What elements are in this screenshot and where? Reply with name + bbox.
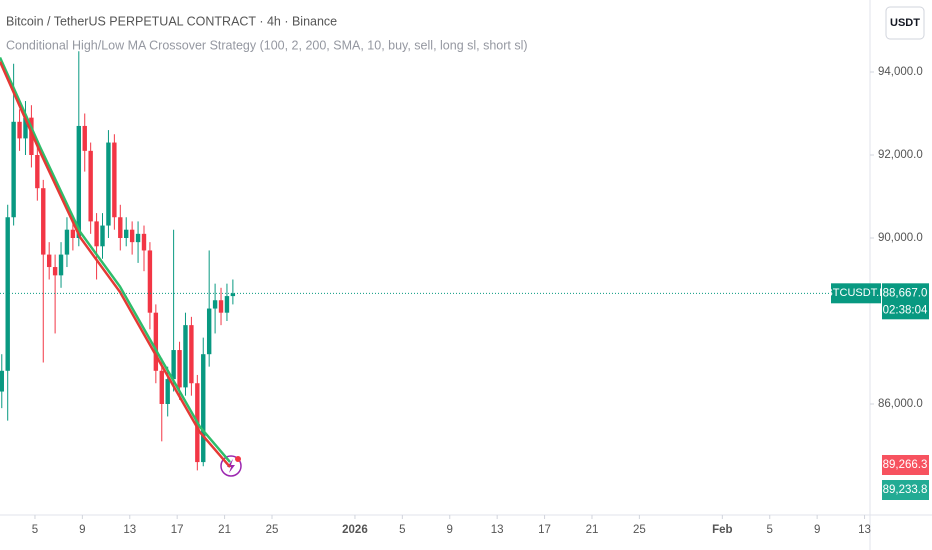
candle-body	[94, 221, 99, 247]
candle-body	[129, 229, 135, 243]
candle-body	[17, 121, 22, 139]
candle-body	[23, 117, 28, 139]
x-tick-label: 2026	[342, 524, 368, 536]
candle-body	[0, 370, 4, 392]
x-tick-label: 5	[767, 524, 773, 536]
candle-body	[35, 154, 40, 189]
candle-body	[64, 229, 70, 255]
candle-body	[106, 142, 111, 226]
ma-label: 89,266.3	[883, 459, 928, 471]
x-tick-label: 5	[32, 524, 38, 536]
candle-body	[206, 308, 212, 355]
last-price-label: 88,667.0	[883, 287, 928, 299]
x-tick-label: 25	[633, 524, 646, 536]
x-tick-label: 9	[447, 524, 453, 536]
candle-body	[88, 150, 93, 222]
candle-body	[135, 233, 141, 243]
candle-body	[112, 142, 117, 218]
ma-tag	[882, 480, 929, 500]
candle-body	[29, 117, 34, 155]
candle-body	[70, 229, 76, 238]
candle-body	[76, 125, 82, 238]
price-tag	[882, 283, 929, 320]
y-tick-label: 94,000.0	[878, 66, 923, 78]
candle-body	[5, 217, 10, 371]
candle-body	[52, 267, 58, 276]
candle-body	[171, 350, 176, 380]
x-tick-label: 21	[586, 524, 599, 536]
candle-body	[189, 325, 194, 384]
candle-body	[218, 300, 224, 313]
candle-body	[177, 350, 182, 388]
y-tick-label: 92,000.0	[878, 149, 923, 161]
candle-body	[165, 379, 170, 404]
x-tick-label: Feb	[712, 524, 732, 536]
x-tick-label: 25	[266, 524, 279, 536]
x-tick-label: 21	[218, 524, 231, 536]
candle-body	[58, 254, 64, 276]
ma-label: 89,233.8	[883, 484, 928, 496]
candle-body	[41, 188, 46, 255]
y-tick-label: 86,000.0	[878, 398, 923, 410]
indicator-title: Conditional High/Low MA Crossover Strate…	[6, 38, 528, 52]
candle-body	[46, 254, 52, 268]
countdown: 02:38:04	[883, 304, 928, 316]
currency: USDT	[890, 17, 920, 29]
candle-body	[147, 250, 153, 313]
symbol-tag	[831, 283, 881, 304]
candle-body	[153, 312, 159, 371]
chart-title: Bitcoin / TetherUS PERPETUAL CONTRACT · …	[6, 14, 337, 28]
x-tick-label: 13	[858, 524, 871, 536]
ma-line	[0, 56, 231, 463]
x-tick-label: 5	[399, 524, 405, 536]
x-tick-label: 13	[491, 524, 504, 536]
candle-body	[141, 233, 147, 251]
currency-button[interactable]	[885, 6, 925, 40]
x-tick-label: 17	[538, 524, 551, 536]
x-tick-label: 9	[814, 524, 820, 536]
candle-body	[212, 300, 218, 309]
y-tick-label: 90,000.0	[878, 232, 923, 244]
x-tick-label: 9	[79, 524, 85, 536]
candle-body	[201, 354, 206, 463]
x-tick-label: 13	[123, 524, 136, 536]
ma-line	[0, 61, 231, 468]
ma-tag	[882, 455, 929, 475]
candle-body	[100, 225, 105, 247]
candle-body	[183, 325, 188, 388]
x-tick-label: 17	[171, 524, 184, 536]
candle-body	[11, 121, 16, 218]
symbol-label: BTCUSDT.P	[825, 287, 886, 299]
candle-body	[124, 229, 129, 238]
candle-body	[82, 125, 87, 151]
candle-body	[230, 293, 236, 297]
candle-body	[159, 370, 164, 404]
candle-body	[224, 296, 230, 313]
candle-body	[118, 217, 123, 238]
